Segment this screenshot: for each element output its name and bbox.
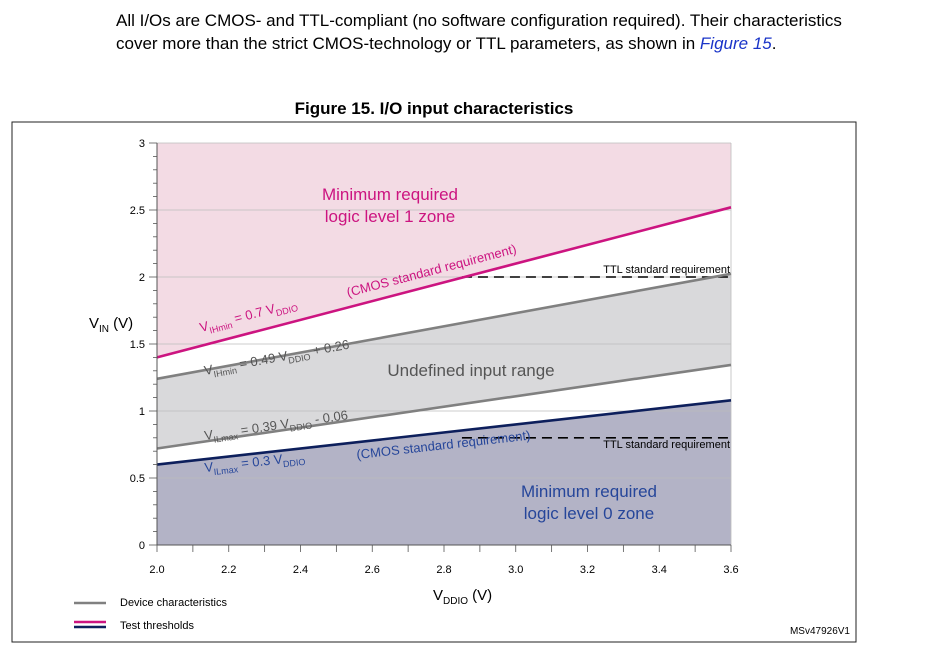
label-part: = 0.3 V	[237, 451, 284, 471]
intro-paragraph: All I/Os are CMOS- and TTL-compliant (no…	[116, 9, 876, 55]
logic-level-1-zone	[157, 143, 731, 358]
x-tick-label: 2.2	[221, 564, 236, 576]
label-part: V	[89, 315, 99, 332]
label-part: V	[203, 362, 215, 378]
ttl-high-label: TTL standard requirement	[603, 264, 730, 276]
label-part: IN	[99, 324, 109, 335]
vil-device-line	[156, 363, 732, 450]
x-tick-label: 2.4	[293, 564, 308, 576]
zone0-label-line1: Minimum required	[521, 482, 657, 501]
figure-frame	[11, 121, 857, 643]
label-part: V	[198, 318, 211, 335]
y-tick-label: 2	[139, 272, 145, 284]
y-tick-label: 1.5	[130, 339, 145, 351]
y-tick-label: 1	[139, 406, 145, 418]
x-tick-label: 3.6	[723, 564, 738, 576]
legend-test-label: Test thresholds	[120, 620, 194, 632]
x-tick-label: 2.6	[365, 564, 380, 576]
x-tick-label: 2.0	[149, 564, 164, 576]
y-axis-title: VIN (V)	[89, 315, 133, 335]
x-axis-title: VDDIO (V)	[433, 587, 492, 607]
label-part: (V)	[468, 587, 492, 604]
label-part: V	[203, 427, 214, 443]
x-tick-label: 3.0	[508, 564, 523, 576]
figure-ref: MSv47926V1	[790, 626, 850, 637]
intro-text: All I/Os are CMOS- and TTL-compliant (no…	[116, 11, 842, 53]
label-part: DDIO	[282, 457, 305, 469]
vih-device-line	[156, 272, 732, 381]
vil-test-line	[156, 398, 732, 466]
y-tick-label: 3	[139, 138, 145, 150]
vil-test-label: VILmax = 0.3 VDDIO	[204, 449, 306, 478]
label-part: DDIO	[287, 352, 311, 366]
label-part: ILmax	[213, 464, 239, 477]
label-part: V	[433, 587, 443, 604]
label-part: - 0.06	[310, 407, 349, 427]
label-part: ILmax	[213, 431, 239, 445]
y-tick-label: 2.5	[130, 205, 145, 217]
undefined-input-zone	[157, 273, 731, 449]
x-tick-label: 3.4	[652, 564, 667, 576]
label-part: V	[204, 459, 215, 475]
intro-text-end: .	[771, 34, 777, 53]
label-part: (V)	[109, 315, 133, 332]
label-part: IHmin	[213, 365, 238, 379]
label-part: DDIO	[443, 596, 468, 607]
x-tick-label: 3.2	[580, 564, 595, 576]
y-tick-label: 0	[139, 540, 145, 552]
undefined-range-label: Undefined input range	[387, 361, 554, 380]
x-tick-label: 2.8	[436, 564, 451, 576]
logic-level-0-zone	[157, 400, 731, 545]
figure-title: Figure 15. I/O input characteristics	[294, 99, 574, 118]
vih-test-line	[156, 206, 732, 359]
zone0-label-line2: logic level 0 zone	[524, 504, 654, 523]
zone1-label-line1: Minimum required	[322, 185, 458, 204]
y-tick-label: 0.5	[130, 473, 145, 485]
ttl-low-label: TTL standard requirement	[603, 439, 730, 451]
label-part: DDIO	[289, 420, 313, 433]
figure-15-link[interactable]: Figure 15	[699, 34, 772, 53]
legend-device-label: Device characteristics	[120, 597, 227, 609]
label-part: + 0.26	[308, 337, 350, 359]
zone1-label-line2: logic level 1 zone	[325, 207, 455, 226]
